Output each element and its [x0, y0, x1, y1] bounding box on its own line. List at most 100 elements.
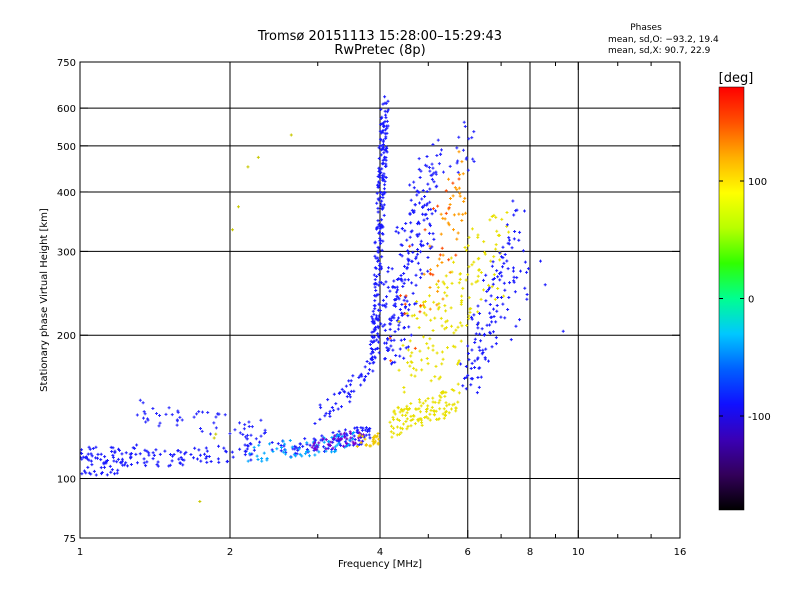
data-point — [138, 398, 142, 402]
data-point — [394, 354, 398, 358]
data-point — [250, 452, 254, 456]
data-point — [379, 322, 383, 326]
data-point — [402, 337, 406, 341]
data-point — [83, 456, 87, 460]
data-point — [182, 458, 186, 462]
data-point — [327, 412, 331, 416]
data-point — [413, 374, 417, 378]
data-point — [400, 413, 404, 417]
data-point — [488, 331, 492, 335]
data-point — [476, 257, 480, 261]
data-point — [411, 291, 415, 295]
data-point — [500, 274, 504, 278]
data-point — [399, 426, 403, 430]
data-point — [428, 337, 432, 341]
data-point — [208, 432, 212, 436]
data-point — [381, 239, 385, 243]
data-point — [419, 239, 423, 243]
data-point — [378, 190, 382, 194]
data-point — [488, 323, 492, 327]
data-point — [371, 309, 375, 313]
data-point — [408, 183, 412, 187]
data-point — [491, 330, 495, 334]
data-point — [478, 348, 482, 352]
data-point — [322, 440, 326, 444]
data-point — [481, 278, 485, 282]
data-point — [351, 440, 355, 444]
data-point — [492, 277, 496, 281]
data-point — [104, 459, 108, 463]
data-point — [387, 347, 391, 351]
data-point — [406, 424, 410, 428]
data-point — [128, 452, 132, 456]
data-point — [406, 407, 410, 411]
data-point — [392, 279, 396, 283]
data-point — [426, 416, 430, 420]
data-point — [473, 337, 477, 341]
data-point — [195, 457, 199, 461]
data-point — [377, 169, 381, 173]
data-point — [384, 176, 388, 180]
data-point — [382, 203, 386, 207]
data-point — [402, 422, 406, 426]
data-point — [492, 315, 496, 319]
data-point — [357, 434, 361, 438]
data-point — [428, 224, 432, 228]
data-point — [423, 305, 427, 309]
data-point — [450, 281, 454, 285]
data-point — [452, 389, 456, 393]
data-point — [212, 421, 216, 425]
data-point — [315, 444, 319, 448]
data-point — [429, 379, 433, 383]
data-point — [383, 341, 387, 345]
data-point — [454, 253, 458, 257]
data-point — [340, 387, 344, 391]
data-point — [87, 471, 91, 475]
data-point — [417, 157, 421, 161]
data-point — [372, 440, 376, 444]
data-point — [454, 409, 458, 413]
data-point — [402, 325, 406, 329]
data-point — [375, 225, 379, 229]
data-point — [103, 455, 107, 459]
data-point — [390, 315, 394, 319]
data-point — [449, 256, 453, 260]
data-point — [321, 437, 325, 441]
data-point — [192, 456, 196, 460]
data-point — [142, 410, 146, 414]
x-tick-label: 2 — [227, 547, 233, 558]
data-point — [482, 332, 486, 336]
data-point — [367, 433, 371, 437]
data-point — [414, 255, 418, 259]
data-point — [405, 238, 409, 242]
data-point — [422, 218, 426, 222]
data-point — [390, 267, 394, 271]
data-point — [523, 260, 527, 264]
data-point — [406, 314, 410, 318]
data-point — [414, 301, 418, 305]
data-point — [475, 323, 479, 327]
data-point — [364, 433, 368, 437]
data-point — [376, 206, 380, 210]
data-point — [379, 131, 383, 135]
data-point — [467, 296, 471, 300]
data-point — [408, 244, 412, 248]
data-point — [340, 434, 344, 438]
data-point — [340, 437, 344, 441]
data-point — [419, 250, 423, 254]
data-point — [94, 473, 98, 477]
data-point — [494, 243, 498, 247]
data-point — [378, 309, 382, 313]
data-point — [319, 406, 323, 410]
data-point — [392, 418, 396, 422]
data-point — [256, 457, 260, 461]
data-point — [407, 325, 411, 329]
data-point — [370, 330, 374, 334]
data-point — [438, 394, 442, 398]
data-point — [431, 273, 435, 277]
data-point — [379, 241, 383, 245]
data-point — [393, 298, 397, 302]
data-point — [433, 375, 437, 379]
data-point — [301, 444, 305, 448]
data-point — [345, 395, 349, 399]
